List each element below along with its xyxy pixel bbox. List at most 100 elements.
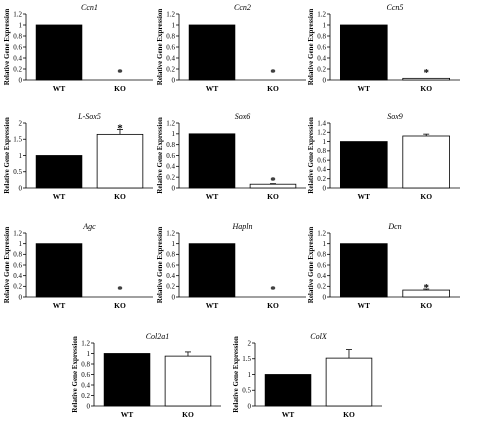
bar-wt — [103, 353, 151, 407]
x-category-label: KO — [114, 192, 126, 201]
bar-ko — [402, 135, 450, 189]
y-tick-label: 0.6 — [13, 43, 22, 51]
y-tick-label: 0.5 — [242, 387, 251, 395]
chart-panel: Sox9 Relative Gene Expression 00.20.4 0.60.… — [307, 112, 460, 201]
x-category-label: KO — [420, 192, 432, 201]
y-tick-label: 0.8 — [166, 251, 175, 259]
y-tick-label: 0 — [172, 293, 176, 301]
x-category-label: KO — [267, 301, 279, 310]
y-axis-label: Relative Gene Expression — [3, 117, 11, 194]
panel-title: Agc — [82, 222, 96, 231]
x-category-label: KO — [420, 301, 432, 310]
y-axis-label: Relative Gene Expression — [156, 117, 164, 194]
significance-asterisk: * — [423, 282, 429, 294]
bar-wt — [339, 24, 388, 81]
y-tick-label: 1 — [87, 350, 91, 358]
x-category-label: KO — [114, 301, 126, 310]
y-tick-label: 1 — [172, 21, 176, 29]
x-category-label: KO — [267, 192, 279, 201]
y-tick-label: 0.4 — [81, 381, 90, 389]
y-axis-label: Relative Gene Expression — [3, 227, 11, 304]
chart-panel: Agc Relative Gene Expression 0 0.2 0.4 0.6 0.8… — [3, 222, 153, 310]
panel-title: Col2a1 — [146, 332, 170, 341]
bar-wt — [339, 141, 388, 189]
y-tick-label: 0.4 — [13, 54, 22, 62]
y-tick-label: 0.6 — [317, 43, 326, 51]
y-tick-label: 0.6 — [13, 261, 22, 269]
bar-ko — [402, 77, 450, 81]
y-tick-label: 0.2 — [166, 283, 175, 291]
y-tick-label: 0.8 — [81, 360, 90, 368]
y-tick-label: 0.2 — [317, 175, 326, 183]
x-category-label: WT — [53, 301, 66, 310]
y-tick-label: 0.6 — [81, 371, 90, 379]
chart-panel: Ccn2 Relative Gene Expression 0 0.2 0.4 0.6 0.… — [156, 3, 306, 93]
panel-title: Ccn5 — [387, 3, 404, 12]
panel-title: Dcn — [387, 222, 401, 231]
y-tick-label: 1.2 — [317, 10, 326, 18]
y-tick-label: 0.6 — [317, 156, 326, 164]
y-tick-label: 1.2 — [317, 129, 326, 137]
y-tick-label: 1 — [323, 240, 327, 248]
chart-panel: L-Sox5 Relative Gene Expression 0 0.5 1 1.5 2 W… — [3, 112, 153, 201]
y-tick-label: 0.8 — [166, 32, 175, 40]
significance-asterisk: * — [117, 284, 123, 296]
y-tick-label: 0.4 — [317, 166, 326, 174]
y-tick-label: 0 — [323, 76, 327, 84]
y-tick-label: 0.6 — [166, 152, 175, 160]
panel-title: L-Sox5 — [77, 112, 101, 121]
panel-title: Hapln — [232, 222, 253, 231]
significance-asterisk: * — [423, 67, 429, 79]
y-tick-label: 1.2 — [81, 339, 90, 347]
x-category-label: WT — [121, 410, 134, 419]
bar-wt — [35, 155, 83, 189]
chart-panel: Ccn1 Relative Gene Expression 0 0.2 0.4 0.6 0.… — [3, 3, 153, 93]
y-tick-label: 0.2 — [317, 283, 326, 291]
y-tick-label: 0.4 — [13, 272, 22, 280]
y-axis-label: Relative Gene Expression — [307, 117, 315, 194]
y-tick-label: 0 — [19, 293, 23, 301]
y-tick-label: 0 — [19, 184, 23, 192]
chart-panel: Dcn Relative Gene Expression 0 0.2 0.4 0.6 0.8… — [307, 222, 460, 310]
x-category-label: WT — [358, 84, 371, 93]
chart-panel: Sox6 Relative Gene Expression 0 0.2 0.4 0.6 0.… — [156, 112, 306, 201]
y-tick-label: 0.5 — [13, 168, 22, 176]
x-category-label: WT — [206, 301, 219, 310]
x-category-label: WT — [206, 84, 219, 93]
y-tick-label: 1.2 — [166, 119, 175, 127]
y-tick-label: 0.2 — [317, 65, 326, 73]
y-tick-label: 0.8 — [13, 251, 22, 259]
y-tick-label: 1.2 — [13, 10, 22, 18]
y-tick-label: 0.4 — [317, 272, 326, 280]
bar-wt — [35, 24, 83, 81]
y-tick-label: 0 — [248, 402, 252, 410]
y-tick-label: 1.2 — [317, 229, 326, 237]
y-tick-label: 0.6 — [166, 261, 175, 269]
bar-ko — [164, 355, 212, 407]
y-tick-label: 0 — [172, 76, 176, 84]
y-tick-label: 2 — [19, 119, 23, 127]
y-tick-label: 1 — [323, 21, 327, 29]
y-axis-label: Relative Gene Expression — [232, 336, 240, 413]
y-tick-label: 0.6 — [166, 43, 175, 51]
y-tick-label: 1 — [19, 240, 23, 248]
significance-asterisk: * — [117, 123, 123, 135]
y-tick-label: 1 — [172, 130, 176, 138]
significance-asterisk: * — [117, 67, 123, 79]
y-axis-label: Relative Gene Expression — [307, 227, 315, 304]
y-axis-label: Relative Gene Expression — [3, 9, 11, 86]
y-tick-label: 1 — [323, 138, 327, 146]
y-tick-label: 0.2 — [13, 283, 22, 291]
y-tick-label: 0.6 — [317, 261, 326, 269]
y-tick-label: 1.4 — [317, 119, 326, 127]
bar-wt — [188, 243, 236, 298]
y-tick-label: 0.8 — [166, 141, 175, 149]
x-category-label: KO — [267, 84, 279, 93]
bar-ko — [96, 133, 144, 189]
x-category-label: KO — [182, 410, 194, 419]
y-tick-label: 1.2 — [166, 229, 175, 237]
y-tick-label: 1.5 — [13, 136, 22, 144]
x-category-label: WT — [358, 192, 371, 201]
panel-title: Sox9 — [387, 112, 403, 121]
